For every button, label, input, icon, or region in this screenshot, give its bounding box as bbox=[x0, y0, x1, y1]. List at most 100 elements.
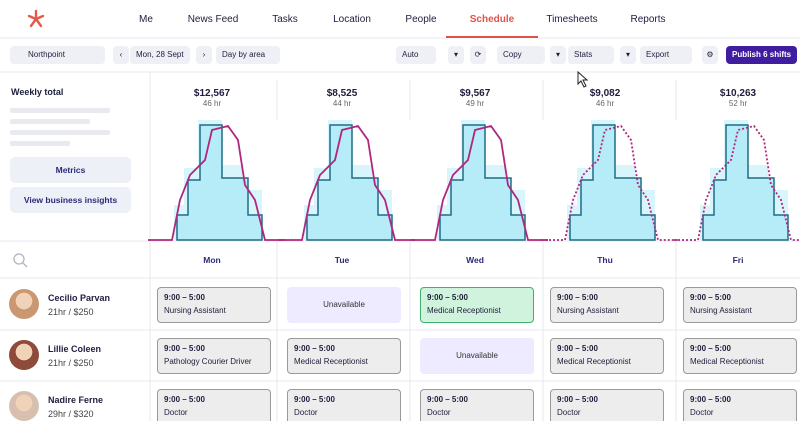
toolbar-button[interactable]: Publish 6 shifts bbox=[726, 46, 798, 64]
shift-time: 9:00 – 5:00 bbox=[427, 293, 468, 302]
icon-button[interactable]: › bbox=[196, 46, 212, 64]
shift-card[interactable]: 9:00 – 5:00 Nursing Assistant bbox=[157, 287, 271, 323]
chart-shape bbox=[569, 124, 656, 241]
shift-card[interactable]: 9:00 – 5:00 Doctor bbox=[157, 389, 271, 421]
shift-time: 9:00 – 5:00 bbox=[690, 395, 731, 404]
day-cost: $9,082 bbox=[589, 88, 621, 99]
nav-item[interactable]: People bbox=[405, 14, 437, 25]
icon-button[interactable]: ▾ bbox=[550, 46, 566, 64]
chart-shape bbox=[541, 124, 678, 241]
day-hours: 44 hr bbox=[332, 99, 352, 108]
shift-role: Medical Receptionist bbox=[557, 357, 631, 366]
shift-role: Doctor bbox=[557, 408, 581, 417]
staff-name: Nadire Ferne bbox=[48, 395, 104, 405]
shift-card[interactable]: 9:00 – 5:00 Doctor bbox=[550, 389, 664, 421]
shift-card[interactable]: 9:00 – 5:00 Nursing Assistant bbox=[683, 287, 797, 323]
icon-button[interactable]: ‹ bbox=[113, 46, 129, 64]
nav-item[interactable]: Me bbox=[139, 14, 153, 25]
shift-card[interactable]: 9:00 – 5:00 Doctor bbox=[683, 389, 797, 421]
day-header: Tue bbox=[334, 255, 350, 265]
icon-button[interactable]: ▾ bbox=[448, 46, 464, 64]
chart-shape bbox=[439, 124, 526, 241]
nav-underline bbox=[446, 36, 538, 38]
icon-button[interactable]: ⟳ bbox=[470, 46, 486, 64]
day-hours: 46 hr bbox=[202, 99, 222, 108]
shift-card[interactable]: 9:00 – 5:00 Pathology Courier Driver bbox=[157, 338, 271, 374]
shift-time: 9:00 – 5:00 bbox=[164, 344, 205, 353]
avatar bbox=[9, 391, 39, 421]
shift-time: 9:00 – 5:00 bbox=[164, 395, 205, 404]
nav-item[interactable]: Timesheets bbox=[546, 14, 598, 25]
day-cost: $10,263 bbox=[719, 88, 757, 99]
shift-role: Nursing Assistant bbox=[164, 306, 226, 315]
shift-time: 9:00 – 5:00 bbox=[557, 344, 598, 353]
shift-label: Unavailable bbox=[323, 300, 365, 309]
shift-role: Doctor bbox=[427, 408, 451, 417]
shift-time: 9:00 – 5:00 bbox=[427, 395, 468, 404]
toolbar-button[interactable]: Mon, 28 Sept bbox=[130, 46, 190, 64]
avatar bbox=[9, 289, 39, 319]
nav-item[interactable]: Schedule bbox=[469, 14, 515, 25]
summary-title: Weekly total bbox=[11, 87, 64, 97]
shift-role: Doctor bbox=[294, 408, 318, 417]
chart-shape bbox=[278, 124, 415, 241]
day-hours: 46 hr bbox=[595, 99, 615, 108]
shift-card[interactable]: Unavailable bbox=[420, 338, 534, 374]
shift-card[interactable]: 9:00 – 5:00 Nursing Assistant bbox=[550, 287, 664, 323]
day-hours: 49 hr bbox=[465, 99, 485, 108]
toolbar-button[interactable]: Day by area bbox=[216, 46, 280, 64]
shift-card[interactable]: Unavailable bbox=[287, 287, 401, 323]
day-cost: $9,567 bbox=[459, 88, 491, 99]
shift-role: Nursing Assistant bbox=[690, 306, 752, 315]
shift-time: 9:00 – 5:00 bbox=[164, 293, 205, 302]
toolbar-button[interactable]: Export bbox=[640, 46, 692, 64]
cursor bbox=[577, 70, 589, 88]
nav-item[interactable]: Location bbox=[333, 14, 371, 25]
staff-info: 21hr / $250 bbox=[48, 307, 94, 317]
nav-item[interactable]: News Feed bbox=[187, 14, 239, 25]
toolbar-button[interactable]: Northpoint bbox=[10, 46, 105, 64]
shift-role: Medical Receptionist bbox=[294, 357, 368, 366]
shift-time: 9:00 – 5:00 bbox=[690, 344, 731, 353]
staff-info: 21hr / $250 bbox=[48, 358, 94, 368]
toolbar-button[interactable]: Auto bbox=[396, 46, 436, 64]
shift-time: 9:00 – 5:00 bbox=[294, 344, 335, 353]
shift-role: Doctor bbox=[690, 408, 714, 417]
shift-card[interactable]: 9:00 – 5:00 Medical Receptionist bbox=[550, 338, 664, 374]
shift-card[interactable]: 9:00 – 5:00 Medical Receptionist bbox=[420, 287, 534, 323]
nav-item[interactable]: Tasks bbox=[272, 14, 298, 25]
day-header: Thu bbox=[597, 255, 613, 265]
day-cost: $12,567 bbox=[193, 88, 231, 99]
chart-shape bbox=[176, 124, 263, 241]
icon-button[interactable]: ⚙ bbox=[702, 46, 718, 64]
shift-label: Unavailable bbox=[456, 351, 498, 360]
day-header: Fri bbox=[732, 255, 744, 265]
icon-button[interactable]: ▾ bbox=[620, 46, 636, 64]
shift-card[interactable]: 9:00 – 5:00 Doctor bbox=[287, 389, 401, 421]
chart-shape bbox=[306, 124, 393, 241]
shift-role: Doctor bbox=[164, 408, 188, 417]
shift-card[interactable]: 9:00 – 5:00 Doctor bbox=[420, 389, 534, 421]
nav-item[interactable]: Reports bbox=[630, 14, 666, 25]
day-header: Mon bbox=[203, 255, 221, 265]
toolbar-button[interactable]: Copy bbox=[497, 46, 545, 64]
day-hours: 52 hr bbox=[728, 99, 748, 108]
toolbar-button[interactable]: Stats bbox=[568, 46, 614, 64]
shift-time: 9:00 – 5:00 bbox=[294, 395, 335, 404]
day-cost: $8,525 bbox=[326, 88, 358, 99]
shift-role: Medical Receptionist bbox=[690, 357, 764, 366]
day-header: Wed bbox=[466, 255, 484, 265]
chart-shape bbox=[148, 124, 285, 241]
shift-time: 9:00 – 5:00 bbox=[557, 395, 598, 404]
chart-shape bbox=[702, 124, 789, 241]
shift-card[interactable]: 9:00 – 5:00 Medical Receptionist bbox=[287, 338, 401, 374]
insights-button[interactable]: View business insights bbox=[10, 187, 131, 213]
metrics-button[interactable]: Metrics bbox=[10, 157, 131, 183]
shift-card[interactable]: 9:00 – 5:00 Medical Receptionist bbox=[683, 338, 797, 374]
staff-name: Cecilio Parvan bbox=[48, 293, 111, 303]
shift-role: Pathology Courier Driver bbox=[164, 357, 252, 366]
shift-time: 9:00 – 5:00 bbox=[557, 293, 598, 302]
logo bbox=[27, 9, 45, 28]
avatar bbox=[9, 340, 39, 370]
